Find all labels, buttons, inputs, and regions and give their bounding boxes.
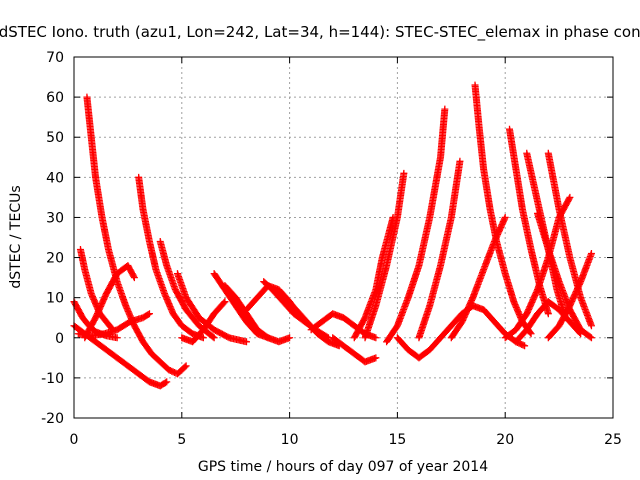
data-series: [512, 298, 585, 346]
data-point: [210, 334, 218, 342]
data-series: [329, 334, 380, 366]
data-point: [566, 193, 574, 201]
x-tick-label: 5: [177, 432, 186, 448]
series-layer: [70, 81, 595, 390]
data-point: [161, 379, 169, 387]
plot-frame: [73, 56, 614, 419]
data-point: [242, 338, 250, 346]
data-point: [587, 250, 595, 258]
data-point: [527, 330, 535, 338]
data-point: [220, 299, 228, 307]
data-point: [209, 333, 217, 341]
data-point: [586, 333, 594, 341]
data-point: [441, 105, 449, 113]
data-series: [447, 213, 509, 342]
data-series: [415, 157, 464, 342]
x-tick-label: 15: [388, 432, 406, 448]
data-point: [130, 274, 138, 282]
data-point: [144, 311, 152, 319]
data-point: [501, 213, 509, 221]
data-point: [400, 169, 408, 177]
y-tick-label: -20: [41, 411, 64, 427]
x-tick-label: 0: [70, 432, 79, 448]
tick-marks: [73, 56, 614, 419]
data-series: [83, 93, 190, 378]
chart-title: dSTEC Iono. truth (azu1, Lon=242, Lat=34…: [0, 23, 640, 42]
data-point: [544, 310, 552, 318]
data-point: [182, 362, 190, 370]
x-tick-label: 10: [281, 432, 299, 448]
y-tick-label: 40: [46, 170, 64, 186]
data-series: [178, 298, 229, 346]
data-series: [361, 169, 408, 342]
y-tick-label: 50: [46, 130, 64, 146]
data-point: [521, 342, 529, 350]
data-series: [135, 173, 207, 342]
y-tick-label: 60: [46, 90, 64, 106]
data-point: [577, 330, 585, 338]
data-series: [383, 105, 449, 346]
y-tick-label: 0: [55, 331, 64, 347]
y-axis-label: dSTEC / TECUs: [8, 185, 24, 288]
data-point: [145, 310, 153, 318]
data-point: [372, 354, 380, 362]
data-point: [221, 298, 229, 306]
data-series: [81, 262, 138, 342]
y-tick-label: 10: [46, 291, 64, 307]
y-tick-label: 30: [46, 210, 64, 226]
y-tick-label: -10: [41, 371, 64, 387]
data-point: [519, 341, 527, 349]
data-series: [393, 334, 445, 362]
data-series: [173, 270, 250, 346]
data-point: [130, 272, 138, 280]
data-point: [565, 195, 573, 203]
x-tick-label: 20: [496, 432, 514, 448]
data-point: [163, 378, 171, 386]
data-point: [113, 334, 121, 342]
data-point: [587, 322, 595, 330]
data-point: [576, 329, 584, 337]
data-point: [372, 334, 380, 342]
x-tick-labels: 0 5 10 15 20 25: [70, 432, 622, 448]
y-tick-label: 20: [46, 251, 64, 267]
grid: [74, 57, 613, 418]
data-point: [181, 363, 189, 371]
data-series: [74, 310, 153, 340]
x-axis-label: GPS time / hours of day 097 of year 2014: [198, 459, 488, 475]
data-point: [587, 334, 595, 342]
data-series: [534, 209, 595, 342]
data-series: [70, 322, 171, 390]
y-tick-labels: -20 -10 0 10 20 30 40 50 60 70: [41, 50, 64, 427]
data-point: [456, 157, 464, 165]
data-point: [286, 334, 294, 342]
data-point: [199, 334, 207, 342]
x-tick-label: 25: [604, 432, 622, 448]
y-tick-label: 70: [46, 50, 64, 66]
